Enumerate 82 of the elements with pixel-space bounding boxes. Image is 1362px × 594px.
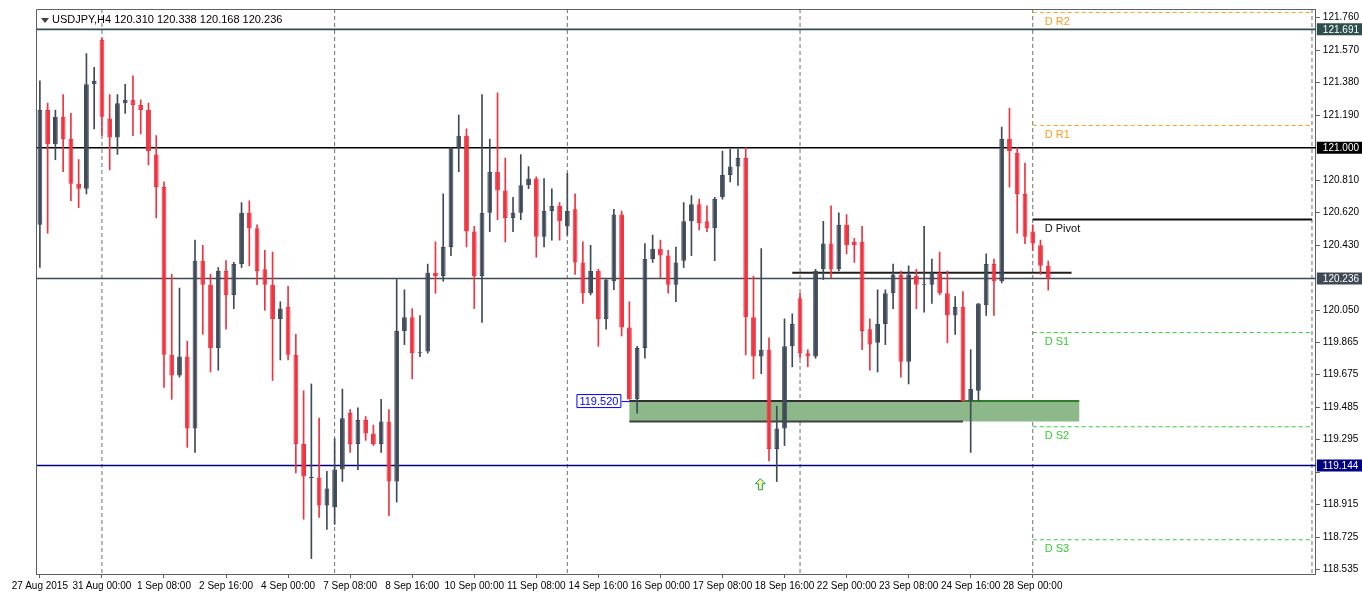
x-tick-label: 16 Sep 00:00 — [630, 579, 691, 591]
ref-line-label: 119.144 — [1322, 459, 1359, 471]
chart-title: USDJPY,H4 120.310 120.338 120.168 120.236 — [52, 12, 283, 25]
x-tick-label: 17 Sep 08:00 — [692, 579, 753, 591]
candlestick — [301, 390, 307, 520]
candlestick — [107, 94, 113, 171]
y-tick-label: 120.620 — [1322, 206, 1360, 218]
x-tick-label: 7 Sep 08:00 — [323, 579, 378, 591]
x-tick-label: 11 Sep 08:00 — [506, 579, 567, 591]
series-label: D R2 — [1044, 14, 1070, 27]
candlestick — [968, 349, 974, 453]
candlestick — [557, 202, 562, 241]
candlestick — [689, 195, 694, 256]
y-tick-label: 120.050 — [1322, 304, 1360, 316]
candlestick — [339, 388, 345, 482]
candlestick — [402, 289, 407, 345]
candlestick — [371, 424, 376, 446]
candlestick — [626, 301, 632, 400]
y-tick-label: 118.535 — [1322, 563, 1359, 575]
candlestick — [751, 275, 756, 380]
y-tick-label: 118.915 — [1322, 498, 1359, 510]
y-tick-label: 121.190 — [1322, 108, 1360, 120]
y-tick-label: 118.725 — [1322, 530, 1359, 542]
candlestick — [1007, 107, 1012, 188]
x-tick-label: 10 Sep 00:00 — [444, 579, 505, 591]
x-tick-label: 24 Sep 16:00 — [940, 579, 1001, 591]
y-tick-label: 119.675 — [1322, 368, 1359, 380]
x-tick-label: 31 Aug 00:00 — [72, 579, 132, 591]
candlestick — [658, 239, 663, 279]
candlestick — [270, 251, 275, 381]
candlestick — [945, 270, 950, 344]
series-label: D S1 — [1044, 335, 1070, 348]
y-tick-label: 120.430 — [1322, 239, 1360, 251]
candlestick — [976, 303, 981, 402]
y-tick-label: 120.810 — [1322, 173, 1360, 185]
candlestick — [464, 128, 469, 248]
x-tick-label: 2 Sep 16:00 — [199, 579, 254, 591]
candlestick — [805, 349, 811, 368]
y-tick-label: 119.295 — [1322, 433, 1359, 445]
series-label: D R1 — [1044, 127, 1070, 140]
x-tick-label: 23 Sep 08:00 — [878, 579, 939, 591]
x-tick-label: 1 Sep 08:00 — [137, 579, 192, 591]
x-tick-label: 4 Sep 00:00 — [261, 579, 316, 591]
x-tick-label: 27 Aug 2015 — [11, 579, 69, 591]
candlestick — [52, 109, 58, 160]
x-tick-label: 14 Sep 16:00 — [568, 579, 629, 591]
candlestick — [844, 214, 849, 255]
ref-line-label: 120.236 — [1322, 272, 1360, 284]
y-tick-label: 121.760 — [1322, 11, 1360, 23]
x-tick-label: 18 Sep 16:00 — [754, 579, 815, 591]
candlestick — [246, 200, 252, 267]
candlestick — [208, 274, 213, 373]
candlestick — [138, 99, 144, 135]
series-label: D Pivot — [1044, 222, 1081, 235]
y-tick-label: 119.865 — [1322, 335, 1359, 347]
candlestick — [952, 296, 958, 335]
candlestick — [146, 102, 151, 166]
x-tick-label: 22 Sep 00:00 — [816, 579, 877, 591]
candlestick — [169, 274, 175, 400]
candlestick — [84, 53, 89, 195]
y-tick-label: 121.380 — [1322, 76, 1360, 88]
x-tick-label: 8 Sep 16:00 — [385, 579, 440, 591]
y-tick-label: 121.570 — [1322, 43, 1360, 55]
candlestick — [456, 114, 462, 172]
candlestick — [913, 268, 919, 309]
annotation: 119.520 — [579, 394, 619, 407]
candlestick — [177, 287, 182, 378]
series-label: D S3 — [1044, 542, 1070, 555]
ref-line-label: 121.691 — [1322, 23, 1360, 35]
x-tick-label: 28 Sep 00:00 — [1002, 579, 1063, 591]
candlestick — [115, 94, 120, 155]
candlestick — [1038, 239, 1043, 275]
ref-line-label: 121.000 — [1322, 141, 1360, 153]
candlestick — [720, 150, 725, 200]
y-tick-label: 119.485 — [1322, 400, 1359, 412]
candlestick — [727, 149, 733, 183]
candlestick — [549, 188, 555, 241]
candlestick — [875, 289, 881, 373]
candlestick — [239, 202, 244, 268]
candlestick — [782, 318, 787, 446]
candlestick — [495, 92, 500, 220]
series-label: D S2 — [1044, 429, 1070, 442]
